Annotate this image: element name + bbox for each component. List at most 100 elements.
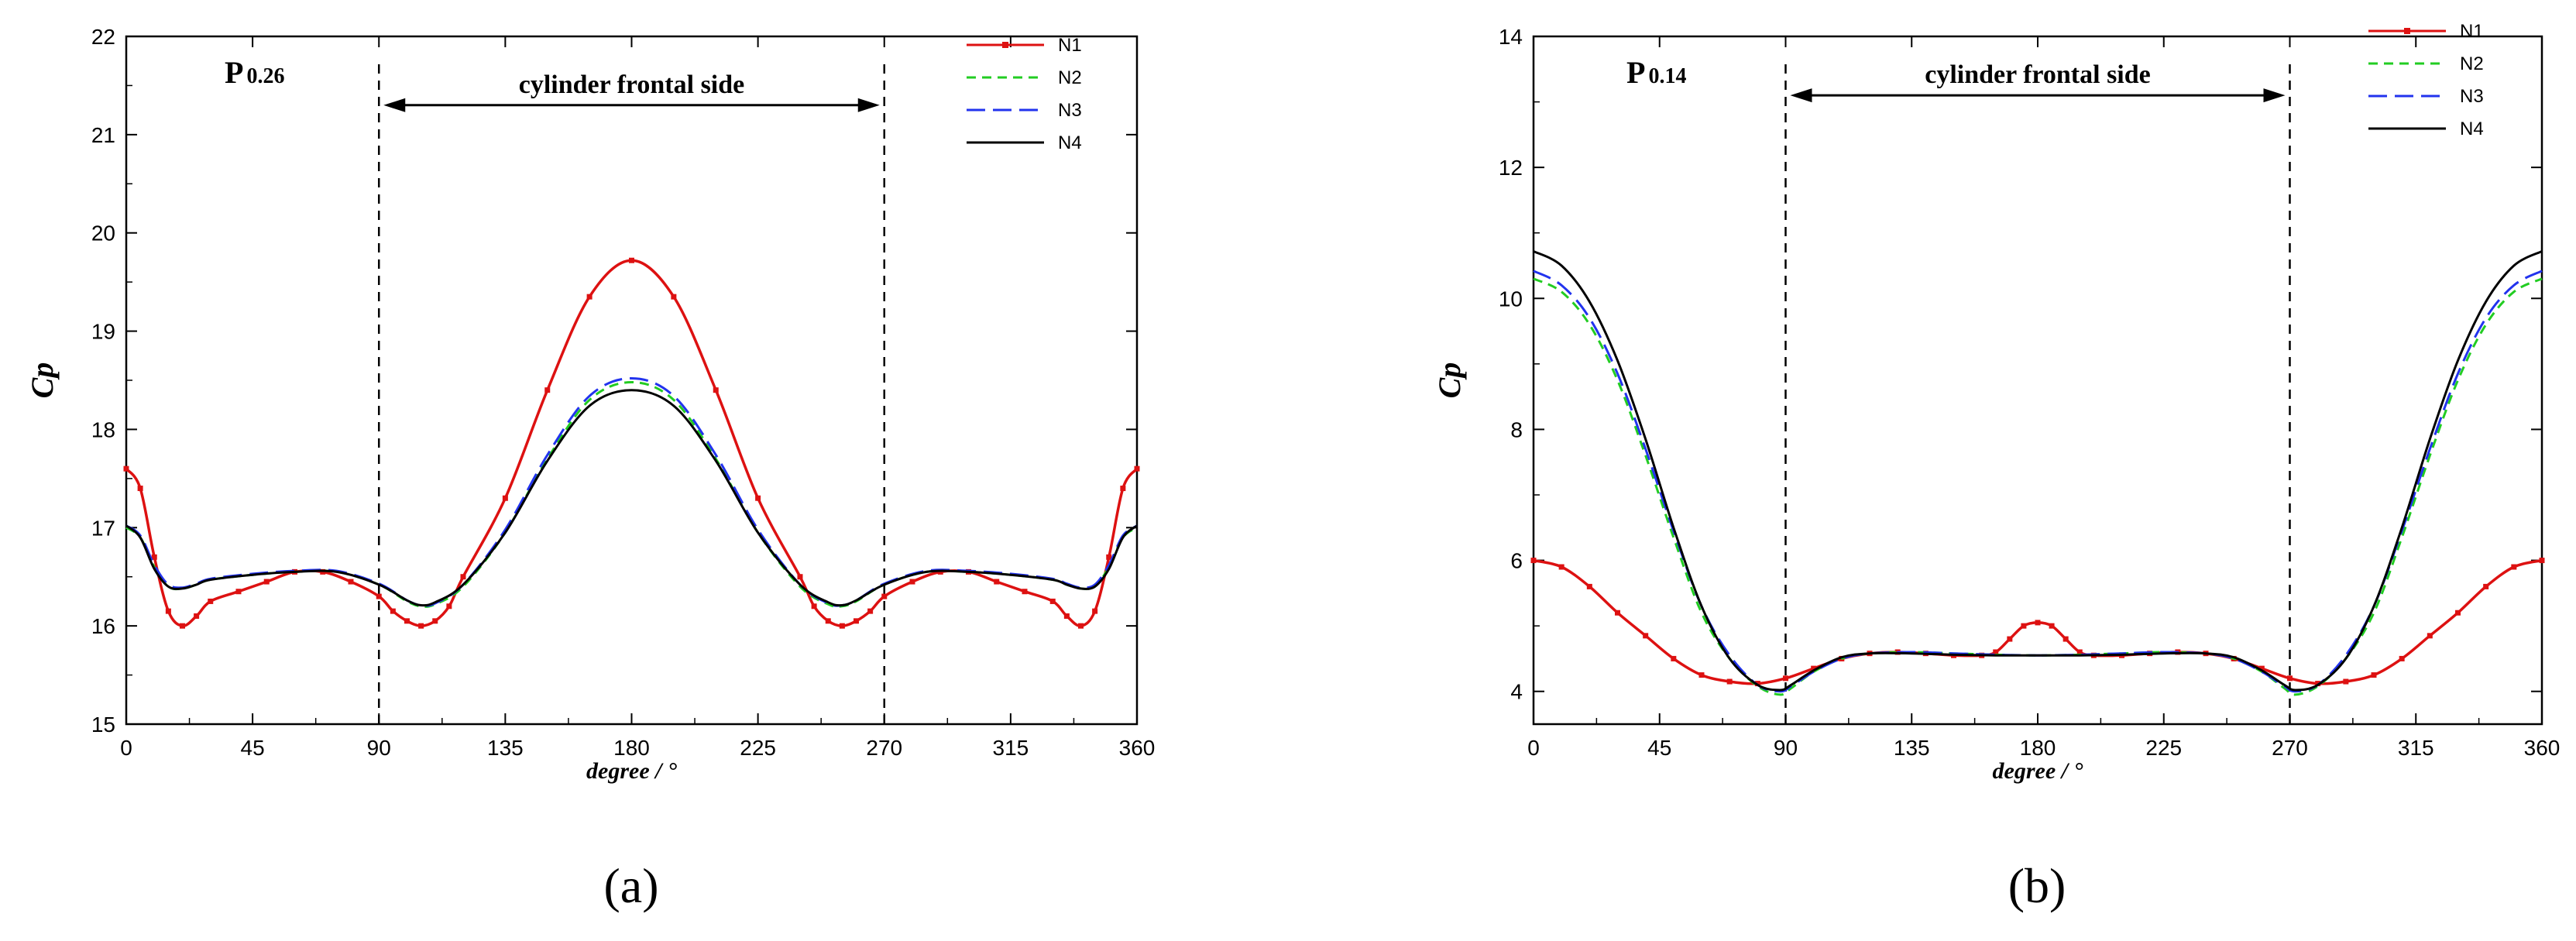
series-marker-n1 (1586, 583, 1592, 589)
point-label: P 0.26 (225, 55, 284, 90)
x-axis-label: degree / ° (1993, 758, 2083, 784)
x-tick-label: 135 (487, 736, 524, 760)
legend-label-n4: N4 (2460, 118, 2484, 139)
series-marker-n1 (2007, 636, 2013, 642)
panel-a-chart: 0 45 90 135 180 225 270 315 360 15 16 17 18 19 20 21 22 d… (25, 25, 1155, 913)
series-marker-n1 (2035, 620, 2041, 626)
point-label: P 0.14 (1626, 55, 1686, 90)
panel-caption: (a) (603, 858, 658, 913)
series-marker-n1 (1558, 564, 1564, 570)
x-tick-label: 135 (1894, 736, 1930, 760)
series-marker-n1 (586, 294, 592, 300)
series-marker-n1 (390, 608, 396, 614)
x-tick-label: 315 (2398, 736, 2434, 760)
series-marker-n1 (909, 579, 915, 585)
y-tick-label: 18 (91, 417, 115, 441)
x-tick-label: 45 (241, 736, 265, 760)
series-marker-n1 (2063, 636, 2069, 642)
panel-b-chart: 0 45 90 135 180 225 270 315 360 4 6 8 10 12 14 degree /… (1432, 21, 2560, 913)
y-tick-label: 17 (91, 516, 115, 540)
x-tick-label: 270 (2272, 736, 2308, 760)
x-tick-label: 90 (1774, 736, 1798, 760)
series-marker-n1 (208, 598, 214, 604)
x-tick-label: 90 (367, 736, 391, 760)
series-marker-n1 (2455, 610, 2461, 616)
series-marker-n1 (123, 465, 129, 472)
series-marker-n1 (2258, 665, 2265, 671)
series-marker-n1 (2399, 655, 2405, 661)
series-line-n4 (125, 389, 1138, 607)
legend-marker (2404, 28, 2410, 34)
series-marker-n1 (797, 574, 803, 580)
arrow-head-left (383, 98, 406, 112)
series-marker-n1 (1049, 598, 1056, 604)
x-tick-label: 45 (1647, 736, 1671, 760)
series-marker-n1 (671, 294, 677, 300)
x-tick-label: 270 (866, 736, 902, 760)
series-marker-n1 (446, 603, 452, 610)
series-marker-n1 (235, 589, 242, 595)
legend-label-n1: N1 (2460, 21, 2484, 42)
series-marker-n1 (2049, 623, 2055, 629)
series-marker-n1 (839, 623, 845, 629)
series-marker-n1 (2021, 623, 2027, 629)
series-marker-n1 (713, 387, 719, 393)
series-marker-n1 (854, 618, 859, 624)
arrow-head-right (2263, 88, 2286, 103)
y-tick-label: 15 (91, 713, 115, 737)
y-tick-label: 14 (1499, 25, 1523, 49)
series-marker-n1 (460, 574, 466, 580)
series-line-n2 (1533, 277, 2543, 696)
series-marker-n1 (825, 618, 831, 624)
series-marker-n1 (811, 603, 817, 610)
series-line-n3 (1533, 270, 2543, 693)
series-marker-n1 (2343, 678, 2349, 685)
series-marker-n1 (629, 257, 634, 263)
panel-caption: (b) (2008, 858, 2066, 913)
series-marker-n1 (404, 618, 410, 624)
series-marker-n1 (1134, 465, 1140, 472)
arrow-head-left (1790, 88, 1812, 103)
legend-label-n2: N2 (1058, 67, 1082, 88)
x-tick-label: 0 (120, 736, 132, 760)
series-line-n4 (1533, 250, 2543, 692)
series-marker-n1 (348, 579, 354, 585)
annotation-text: cylinder frontal side (519, 70, 745, 99)
point-label-main: P (225, 55, 243, 90)
series-marker-n1 (2511, 564, 2517, 570)
series-marker-n1 (1811, 665, 1817, 671)
series-marker-n1 (180, 623, 185, 629)
series-marker-n1 (994, 579, 1000, 585)
series-marker-n1 (165, 608, 171, 614)
series-marker-n1 (2076, 649, 2083, 655)
arrow-head-right (857, 98, 880, 112)
legend-label-n3: N3 (2460, 86, 2484, 107)
legend-label-n2: N2 (2460, 53, 2484, 74)
series-marker-n1 (1106, 554, 1112, 560)
y-tick-label: 8 (1510, 417, 1523, 441)
series-marker-n1 (1783, 675, 1788, 682)
series-marker-n1 (376, 593, 382, 599)
series-marker-n1 (1643, 633, 1649, 639)
series-marker-n1 (881, 593, 888, 599)
series-marker-n1 (432, 618, 438, 624)
x-tick-label: 180 (2020, 736, 2056, 760)
y-tick-label: 21 (91, 123, 115, 147)
y-tick-label: 20 (91, 222, 115, 246)
x-tick-label: 360 (1119, 736, 1156, 760)
series-marker-n1 (418, 623, 424, 629)
y-tick-label: 4 (1510, 680, 1523, 704)
series-marker-n1 (502, 495, 508, 501)
x-tick-label: 315 (993, 736, 1029, 760)
series-marker-n1 (544, 387, 551, 393)
x-axis-label: degree / ° (586, 758, 677, 784)
point-label-main: P (1626, 55, 1645, 90)
series-marker-n1 (2287, 675, 2293, 682)
series-marker-n1 (151, 554, 157, 560)
y-axis-label: Cp (1432, 362, 1467, 399)
series-marker-n1 (1993, 649, 1999, 655)
series-marker-n1 (1120, 486, 1126, 492)
series-marker-n1 (1615, 610, 1620, 616)
annotation-text: cylinder frontal side (1925, 60, 2151, 89)
